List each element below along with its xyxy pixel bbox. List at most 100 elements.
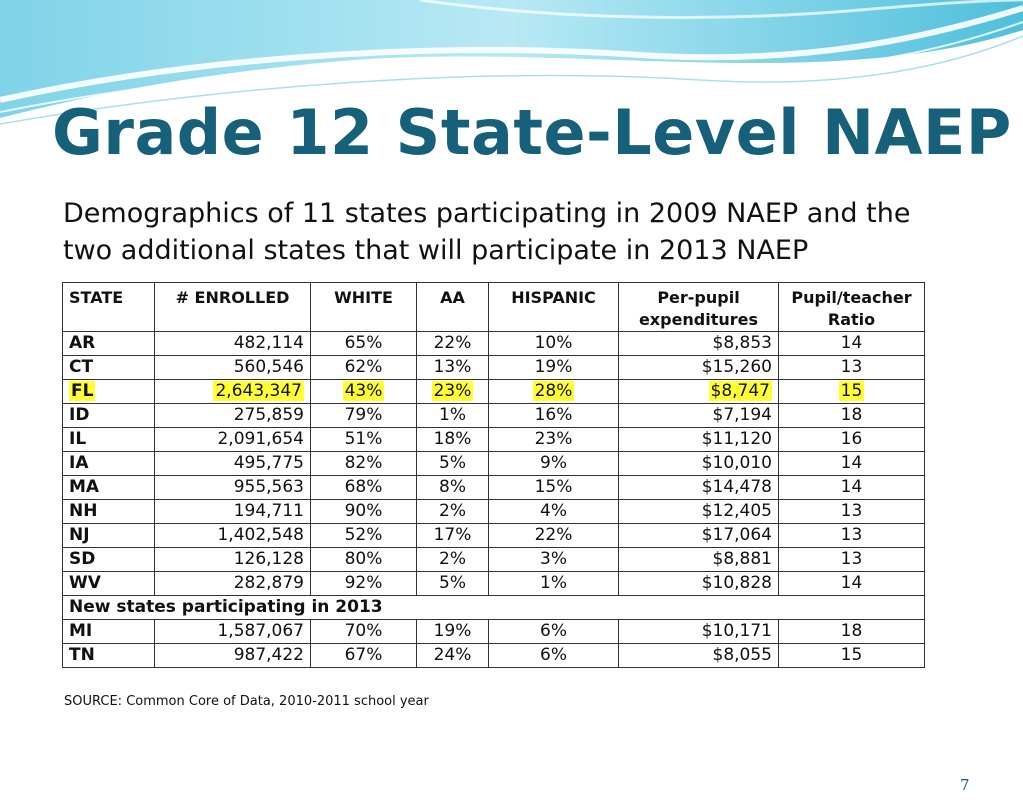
highlight-marker: FL bbox=[69, 381, 96, 401]
cell-expenditures: $12,405 bbox=[618, 499, 779, 524]
cell-white: 90% bbox=[310, 499, 417, 524]
cell-white: 80% bbox=[310, 547, 417, 572]
table-row: NH 194,711 90% 2% 4% $12,405 13 bbox=[62, 499, 925, 524]
cell-white: 79% bbox=[310, 403, 417, 428]
highlight-marker: 43% bbox=[342, 381, 385, 401]
cell-aa: 2% bbox=[416, 499, 489, 524]
header-wave-decoration bbox=[0, 0, 1023, 125]
cell-aa: 5% bbox=[416, 571, 489, 596]
subheader-row: New states participating in 2013 bbox=[62, 595, 925, 620]
cell-expenditures: $10,010 bbox=[618, 451, 779, 476]
table-row: MI 1,587,067 70% 19% 6% $10,171 18 bbox=[62, 619, 925, 644]
cell-white: 82% bbox=[310, 451, 417, 476]
table-row: MA 955,563 68% 8% 15% $14,478 14 bbox=[62, 475, 925, 500]
table-row: AR 482,114 65% 22% 10% $8,853 14 bbox=[62, 331, 925, 356]
cell-state: TN bbox=[62, 643, 155, 668]
table-row: NJ 1,402,548 52% 17% 22% $17,064 13 bbox=[62, 523, 925, 548]
cell-expenditures: $17,064 bbox=[618, 523, 779, 548]
cell-aa: 19% bbox=[416, 619, 489, 644]
cell-enrolled: 1,587,067 bbox=[154, 619, 311, 644]
cell-ratio: 18 bbox=[778, 619, 925, 644]
cell-hispanic: 23% bbox=[488, 427, 619, 452]
highlight-marker: 15 bbox=[838, 381, 865, 401]
cell-aa: 13% bbox=[416, 355, 489, 380]
cell-white: 43% bbox=[310, 379, 417, 404]
cell-ratio: 14 bbox=[778, 475, 925, 500]
cell-aa: 23% bbox=[416, 379, 489, 404]
cell-hispanic: 1% bbox=[488, 571, 619, 596]
cell-state: SD bbox=[62, 547, 155, 572]
cell-hispanic: 28% bbox=[488, 379, 619, 404]
cell-expenditures: $8,747 bbox=[618, 379, 779, 404]
cell-aa: 8% bbox=[416, 475, 489, 500]
cell-ratio: 15 bbox=[778, 643, 925, 668]
cell-state: MA bbox=[62, 475, 155, 500]
cell-hispanic: 19% bbox=[488, 355, 619, 380]
cell-enrolled: 126,128 bbox=[154, 547, 311, 572]
cell-ratio: 13 bbox=[778, 523, 925, 548]
cell-hispanic: 6% bbox=[488, 643, 619, 668]
cell-state: AR bbox=[62, 331, 155, 356]
cell-ratio: 13 bbox=[778, 499, 925, 524]
state-demographics-table: STATE # ENROLLED WHITE AA HISPANIC Per-p… bbox=[62, 282, 925, 668]
cell-state: MI bbox=[62, 619, 155, 644]
cell-ratio: 14 bbox=[778, 571, 925, 596]
cell-aa: 1% bbox=[416, 403, 489, 428]
cell-enrolled: 987,422 bbox=[154, 643, 311, 668]
cell-state: IA bbox=[62, 451, 155, 476]
cell-enrolled: 282,879 bbox=[154, 571, 311, 596]
cell-ratio: 13 bbox=[778, 355, 925, 380]
cell-expenditures: $8,055 bbox=[618, 643, 779, 668]
table-row: ID 275,859 79% 1% 16% $7,194 18 bbox=[62, 403, 925, 428]
cell-state: IL bbox=[62, 427, 155, 452]
cell-hispanic: 15% bbox=[488, 475, 619, 500]
source-note: SOURCE: Common Core of Data, 2010-2011 s… bbox=[64, 694, 429, 709]
new-states-subheader: New states participating in 2013 bbox=[62, 595, 925, 620]
cell-ratio: 14 bbox=[778, 331, 925, 356]
cell-expenditures: $15,260 bbox=[618, 355, 779, 380]
cell-white: 68% bbox=[310, 475, 417, 500]
table-header-row: STATE # ENROLLED WHITE AA HISPANIC Per-p… bbox=[62, 282, 925, 332]
cell-expenditures: $8,881 bbox=[618, 547, 779, 572]
cell-enrolled: 955,563 bbox=[154, 475, 311, 500]
cell-white: 52% bbox=[310, 523, 417, 548]
highlight-marker: 2,643,347 bbox=[213, 381, 304, 401]
cell-hispanic: 3% bbox=[488, 547, 619, 572]
cell-ratio: 13 bbox=[778, 547, 925, 572]
cell-expenditures: $14,478 bbox=[618, 475, 779, 500]
highlight-marker: $8,747 bbox=[708, 381, 772, 401]
cell-state: NH bbox=[62, 499, 155, 524]
cell-expenditures: $10,171 bbox=[618, 619, 779, 644]
highlight-marker: 28% bbox=[532, 381, 575, 401]
cell-state: NJ bbox=[62, 523, 155, 548]
cell-hispanic: 16% bbox=[488, 403, 619, 428]
cell-aa: 5% bbox=[416, 451, 489, 476]
cell-enrolled: 2,643,347 bbox=[154, 379, 311, 404]
cell-white: 65% bbox=[310, 331, 417, 356]
cell-enrolled: 194,711 bbox=[154, 499, 311, 524]
cell-aa: 22% bbox=[416, 331, 489, 356]
header-expenditures: Per-pupil expenditures bbox=[618, 282, 779, 332]
header-state: STATE bbox=[62, 282, 155, 332]
cell-aa: 24% bbox=[416, 643, 489, 668]
table-row: IA 495,775 82% 5% 9% $10,010 14 bbox=[62, 451, 925, 476]
cell-enrolled: 2,091,654 bbox=[154, 427, 311, 452]
cell-state: FL bbox=[62, 379, 155, 404]
cell-state: ID bbox=[62, 403, 155, 428]
cell-expenditures: $11,120 bbox=[618, 427, 779, 452]
table-row: WV 282,879 92% 5% 1% $10,828 14 bbox=[62, 571, 925, 596]
cell-hispanic: 9% bbox=[488, 451, 619, 476]
table-row: FL 2,643,347 43% 23% 28% $8,747 15 bbox=[62, 379, 925, 404]
slide-subtitle: Demographics of 11 states participating … bbox=[63, 198, 911, 266]
cell-white: 92% bbox=[310, 571, 417, 596]
cell-state: CT bbox=[62, 355, 155, 380]
cell-ratio: 18 bbox=[778, 403, 925, 428]
cell-expenditures: $8,853 bbox=[618, 331, 779, 356]
cell-enrolled: 275,859 bbox=[154, 403, 311, 428]
header-ratio: Pupil/teacher Ratio bbox=[778, 282, 925, 332]
header-white: WHITE bbox=[310, 282, 417, 332]
cell-white: 51% bbox=[310, 427, 417, 452]
cell-state: WV bbox=[62, 571, 155, 596]
slide-title: Grade 12 State-Level NAEP bbox=[52, 96, 1012, 169]
cell-hispanic: 6% bbox=[488, 619, 619, 644]
